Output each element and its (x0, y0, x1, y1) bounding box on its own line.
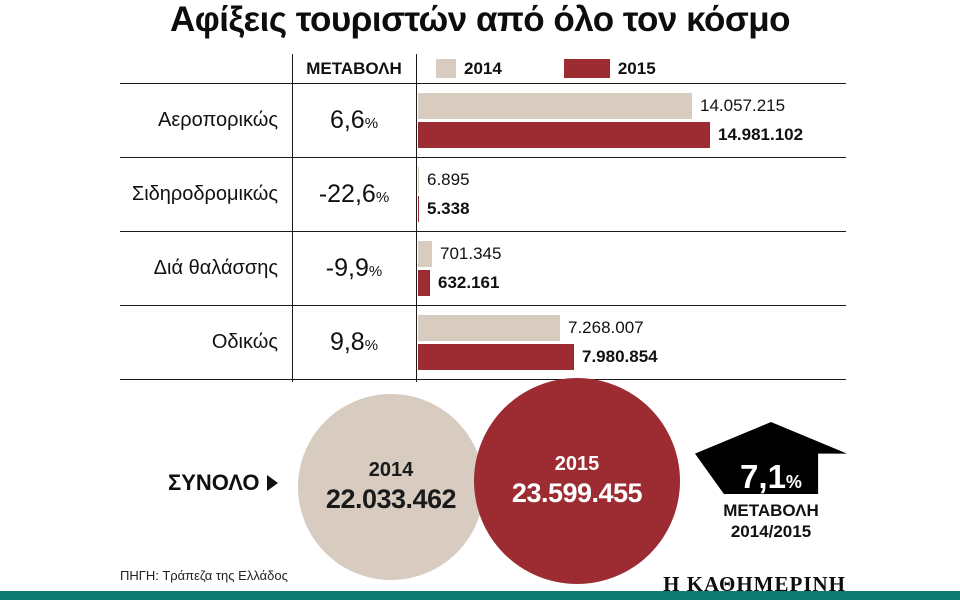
page-title: Αφίξεις τουριστών από όλο τον κόσμο (169, 0, 791, 39)
total-change-caption-1: ΜΕΤΑΒΟΛΗ (723, 501, 819, 520)
table-row-rail: Σιδηροδρομικώς -22,6% 6.895 5.338 (120, 158, 846, 232)
change-column-header: ΜΕΤΑΒΟΛΗ (306, 58, 402, 78)
bar-2015: 7.980.854 (418, 344, 846, 370)
total-change-percent-sign: % (785, 472, 802, 492)
bar-rect-2015 (418, 344, 574, 370)
bar-value-2014: 14.057.215 (700, 96, 786, 115)
bar-value-2014: 701.345 (440, 244, 502, 263)
table-row-road: Οδικώς 9,8% 7.268.007 7.980.854 (120, 306, 846, 380)
percent-sign: % (364, 337, 379, 354)
bar-group: 701.345 632.161 (416, 232, 846, 305)
circle-year-2014: 2014 (368, 459, 414, 481)
table-vertical-divider-1 (292, 54, 293, 382)
circle-year-2015: 2015 (554, 453, 600, 475)
category-label: Αεροπορικώς (158, 109, 278, 131)
percent-sign: % (375, 189, 390, 206)
bar-rect-2015 (418, 122, 710, 148)
change-value: -9,9% (292, 232, 416, 305)
bar-2014: 701.345 (418, 241, 846, 267)
bar-2015: 632.161 (418, 270, 846, 296)
bar-value-2015: 14.981.102 (718, 125, 804, 144)
change-value: 6,6% (292, 84, 416, 157)
pointer-right-icon (267, 475, 279, 491)
bar-rect-2014 (418, 167, 419, 193)
bar-2014: 14.057.215 (418, 93, 846, 119)
total-change-caption-2: 2014/2015 (730, 522, 812, 542)
bar-2015: 14.981.102 (418, 122, 846, 148)
bar-value-2015: 5.338 (427, 199, 470, 218)
bar-group: 6.895 5.338 (416, 158, 846, 231)
bar-2014: 7.268.007 (418, 315, 846, 341)
change-number: 6,6 (329, 106, 365, 134)
change-value: 9,8% (292, 306, 416, 379)
total-change-number: 7,1 (740, 458, 786, 495)
legend-label-2014: 2014 (464, 58, 502, 78)
category-label: Οδικώς (211, 331, 278, 353)
bar-rect-2014 (418, 241, 432, 267)
table-row-sea: Διά θαλάσσης -9,9% 701.345 632.161 (120, 232, 846, 306)
change-value: -22,6% (292, 158, 416, 231)
legend-swatch-2015 (563, 59, 610, 78)
circle-value-2015: 23.599.455 (511, 478, 643, 508)
bar-value-2015: 7.980.854 (582, 347, 658, 366)
bar-2014: 6.895 (418, 167, 846, 193)
circle-value-2014: 22.033.462 (325, 484, 457, 514)
percent-sign: % (368, 263, 383, 280)
table-header: ΜΕΤΑΒΟΛΗ 2014 2015 (120, 54, 846, 84)
bar-value-2014: 7.268.007 (568, 318, 644, 337)
arrivals-table: ΜΕΤΑΒΟΛΗ 2014 2015 Αεροπορικώς 6,6% 14.0… (120, 54, 846, 382)
legend-swatch-2014 (436, 59, 456, 78)
table-row-air: Αεροπορικώς 6,6% 14.057.215 14.981.102 (120, 84, 846, 158)
bar-value-2014: 6.895 (427, 170, 470, 189)
bar-rect-2014 (418, 93, 692, 119)
category-label: Διά θαλάσσης (153, 257, 278, 279)
footer-accent-bar (0, 591, 960, 600)
bar-2015: 5.338 (418, 196, 846, 222)
totals-label: ΣΥΝΟΛΟ (168, 470, 279, 496)
bar-value-2015: 632.161 (438, 273, 500, 292)
total-change-block: 7,1% ΜΕΤΑΒΟΛΗ 2014/2015 (695, 422, 847, 543)
change-number: -22,6 (318, 180, 376, 208)
change-number: -9,9 (325, 254, 369, 282)
up-arrow-icon: 7,1% (695, 422, 847, 494)
category-label: Σιδηροδρομικώς (131, 183, 278, 205)
table-vertical-divider-2 (416, 54, 417, 382)
bar-rect-2014 (418, 315, 560, 341)
legend: 2014 2015 (416, 59, 846, 79)
total-circle-2014: 2014 22.033.462 (298, 394, 484, 580)
total-circle-2015: 2015 23.599.455 (474, 378, 680, 584)
bar-rect-2015 (418, 270, 430, 296)
change-number: 9,8 (329, 328, 365, 356)
source-note: ΠΗΓΗ: Τράπεζα της Ελλάδος (120, 568, 288, 583)
totals-label-text: ΣΥΝΟΛΟ (168, 470, 260, 495)
percent-sign: % (364, 115, 379, 132)
bar-group: 7.268.007 7.980.854 (416, 306, 846, 379)
bar-group: 14.057.215 14.981.102 (416, 84, 846, 157)
legend-label-2015: 2015 (617, 58, 656, 78)
total-change-value: 7,1% (740, 460, 802, 493)
bar-rect-2015 (418, 196, 419, 222)
